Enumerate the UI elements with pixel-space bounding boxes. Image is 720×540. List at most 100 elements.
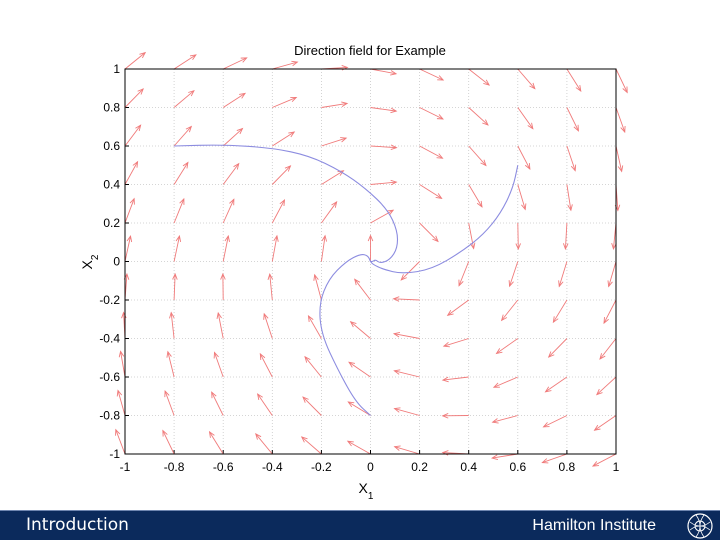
arrow-head: [570, 164, 577, 172]
arrow-shaft: [348, 401, 371, 416]
arrow-head: [256, 393, 263, 401]
direction-arrow: [370, 209, 395, 224]
arrow-head: [387, 209, 395, 216]
arrow-shaft: [594, 415, 617, 431]
arrow-shaft: [272, 131, 295, 147]
direction-arrow: [468, 184, 483, 208]
arrow-shaft: [271, 199, 285, 224]
direction-arrow: [173, 234, 182, 262]
direction-arrow: [517, 68, 536, 90]
direction-arrow: [115, 428, 126, 455]
arrow-head: [390, 70, 398, 76]
direction-arrow: [173, 161, 189, 185]
direction-arrow: [267, 272, 274, 301]
direction-arrow: [300, 436, 322, 455]
direction-arrow: [441, 376, 469, 383]
direction-arrow: [272, 96, 298, 108]
arrow-head: [240, 57, 248, 63]
chart-title: Direction field for Example: [294, 43, 446, 58]
arrow-head: [542, 422, 550, 428]
arrow-shaft: [173, 54, 197, 70]
arrow-head: [302, 396, 309, 403]
x-tick-label: 0.4: [460, 460, 477, 474]
direction-arrow: [547, 338, 568, 358]
arrow-shaft: [517, 107, 534, 129]
arrow-shaft: [564, 222, 568, 249]
arrow-head: [508, 280, 514, 288]
arrow-shaft: [419, 222, 439, 242]
arrow-head: [390, 179, 398, 186]
direction-arrow: [222, 92, 247, 108]
arrow-shaft: [501, 299, 519, 321]
arrow-head: [236, 127, 244, 135]
arrow-shaft: [173, 162, 189, 185]
direction-arrow: [367, 234, 374, 262]
direction-arrow: [173, 125, 193, 147]
direction-arrow: [442, 338, 469, 348]
arrow-shaft: [222, 199, 235, 224]
arrow-head: [340, 137, 348, 143]
direction-arrow: [211, 391, 224, 416]
arrow-head: [552, 316, 559, 324]
arrow-shaft: [468, 107, 489, 126]
arrow-shaft: [370, 209, 394, 224]
direction-arrow: [495, 338, 519, 355]
arrow-head: [216, 311, 222, 319]
arrow-head: [263, 312, 269, 320]
arrow-shaft: [599, 338, 617, 360]
arrow-shaft: [170, 312, 175, 339]
direction-arrow: [321, 137, 348, 147]
direction-arrow: [271, 165, 292, 185]
arrow-shaft: [603, 299, 617, 324]
arrow-shaft: [615, 145, 623, 172]
arrow-shaft: [419, 107, 444, 120]
arrow-head: [390, 144, 398, 151]
arrow-head: [349, 320, 357, 328]
arrow-shaft: [447, 299, 469, 316]
direction-arrow: [446, 299, 469, 317]
trajectory-line: [370, 165, 519, 274]
arrow-head: [166, 350, 172, 358]
direction-arrow: [347, 401, 371, 416]
trajectory-line: [319, 254, 372, 416]
direction-arrow: [468, 68, 491, 86]
arrow-shaft: [394, 370, 420, 378]
arrow-shaft: [566, 145, 576, 171]
direction-arrow: [562, 222, 569, 251]
arrow-head: [469, 242, 476, 250]
arrow-head: [346, 440, 354, 447]
direction-arrow: [615, 145, 624, 173]
arrow-head: [169, 311, 175, 319]
direction-arrow: [173, 197, 185, 224]
y-tick-label: -0.8: [99, 409, 120, 423]
arrow-head: [436, 114, 444, 120]
y-tick-label: 0.4: [103, 178, 120, 192]
direction-arrow: [419, 184, 443, 199]
x-tick-label: 0.6: [509, 460, 526, 474]
arrow-shaft: [347, 440, 371, 455]
arrow-shaft: [259, 353, 273, 378]
x-tick-label: 0.2: [411, 460, 428, 474]
arrow-head: [304, 355, 311, 363]
direction-arrow: [508, 261, 519, 288]
arrow-shaft: [214, 352, 224, 378]
direction-arrow: [255, 433, 273, 455]
arrow-head: [129, 197, 135, 205]
arrow-shaft: [124, 161, 138, 185]
arrow-head: [115, 428, 121, 436]
chart: -1 -0.8 -0.6 -0.4 -0.2 0 0.2 0.4 0.6 0.8 1 1 0.8 0.6…: [79, 43, 628, 502]
trajectories: [174, 144, 519, 416]
arrow-head: [211, 391, 217, 399]
arrow-head: [529, 82, 536, 90]
arrow-shaft: [419, 145, 443, 159]
arrow-head: [392, 296, 400, 302]
arrow-shaft: [115, 429, 126, 455]
arrow-head: [541, 458, 549, 464]
arrow-head: [164, 390, 170, 398]
arrow-shaft: [173, 126, 192, 147]
arrow-head: [393, 445, 401, 451]
arrow-shaft: [304, 356, 322, 378]
direction-arrow: [441, 413, 469, 419]
direction-arrow: [419, 222, 439, 243]
arrow-shaft: [173, 274, 176, 301]
